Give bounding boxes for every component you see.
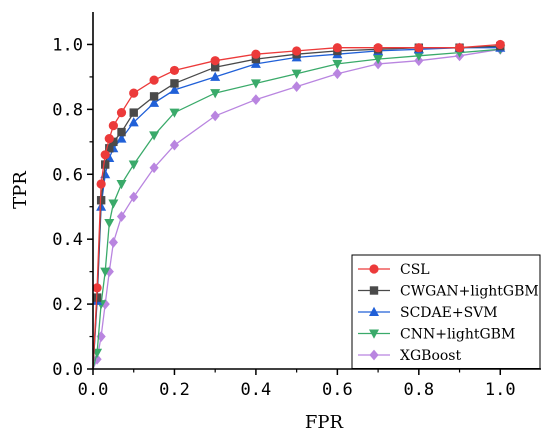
legend-marker-xgboost — [369, 349, 379, 361]
data-point-csl — [169, 65, 180, 76]
y-tick-label: 0.2 — [52, 295, 83, 315]
y-tick-label: 0.0 — [52, 360, 83, 380]
data-point-cwgan-lightgbm — [170, 79, 179, 88]
legend-marker-scdae-svm — [369, 306, 379, 316]
data-point-csl — [116, 108, 127, 118]
data-point-cwgan-lightgbm — [96, 196, 106, 205]
data-point-scdae-svm — [116, 133, 127, 143]
series-line-scdae-svm — [92, 47, 501, 370]
data-point-xgboost — [251, 94, 261, 106]
data-point-csl — [108, 120, 118, 131]
data-point-xgboost — [210, 110, 220, 122]
data-point-cnn-lightgbm — [128, 160, 139, 170]
data-point-cwgan-lightgbm — [210, 62, 220, 72]
legend-marker-cwgan-lightgbm — [369, 286, 379, 295]
series-line-csl — [92, 43, 501, 370]
y-tick-label: 1.0 — [52, 35, 83, 55]
data-point-csl — [129, 88, 139, 98]
data-point-csl — [373, 43, 383, 53]
data-point-scdae-svm — [169, 84, 180, 94]
y-tick-label: 0.8 — [52, 100, 83, 120]
data-point-cnn-lightgbm — [108, 199, 119, 209]
legend-item-cnn-lightgbm: CNN+lightGBM — [358, 327, 515, 343]
y-axis-label: TPR — [10, 171, 31, 209]
data-point-csl — [104, 133, 114, 144]
data-point-csl — [495, 39, 505, 50]
data-point-cnn-lightgbm — [100, 267, 111, 277]
x-tick-label: 0.0 — [78, 380, 109, 400]
data-point-cnn-lightgbm — [169, 108, 180, 118]
data-point-cwgan-lightgbm — [251, 54, 261, 64]
x-axis-label: FPR — [305, 412, 344, 433]
data-point-cwgan-lightgbm — [149, 92, 159, 101]
data-point-scdae-svm — [250, 58, 261, 68]
legend-label-xgboost: XGBoost — [400, 348, 461, 364]
data-point-cwgan-lightgbm — [129, 108, 138, 117]
legend-marker-cnn-lightgbm — [369, 329, 379, 339]
legend-item-xgboost: XGBoost — [358, 348, 461, 364]
data-point-cnn-lightgbm — [104, 218, 115, 229]
legend-item-csl: CSL — [358, 262, 430, 278]
data-point-scdae-svm — [128, 117, 139, 127]
axes-layer: 0.0 0.2 0.4 0.6 0.8 1.0 0.0 0.2 0.4 0.6 0.8 1.0 — [52, 12, 541, 400]
x-tick-label: 0.6 — [322, 380, 353, 400]
data-point-cnn-lightgbm — [413, 51, 424, 62]
data-point-xgboost — [169, 139, 180, 151]
legend-marker-csl — [369, 264, 379, 274]
data-point-xgboost — [149, 162, 159, 174]
legend-label-scdae-svm: SCDAE+SVM — [400, 305, 498, 321]
legend-label-cnn-lightgbm: CNN+lightGBM — [400, 327, 515, 343]
data-point-csl — [454, 43, 465, 53]
data-point-cwgan-lightgbm — [105, 144, 114, 153]
data-point-csl — [332, 43, 342, 53]
x-tick-label: 0.4 — [241, 380, 272, 400]
series-line-cnn-lightgbm — [92, 48, 501, 370]
series-line-xgboost — [92, 48, 501, 370]
data-point-csl — [210, 56, 220, 66]
data-point-cwgan-lightgbm — [109, 137, 118, 147]
x-tick-label: 0.2 — [159, 380, 190, 400]
data-point-scdae-svm — [210, 71, 221, 81]
data-point-xgboost — [129, 191, 139, 203]
data-point-cnn-lightgbm — [116, 180, 127, 190]
legend-box — [351, 254, 541, 369]
legend-label-cwgan-lightgbm: CWGAN+lightGBM — [400, 284, 539, 300]
legend-item-scdae-svm: SCDAE+SVM — [358, 305, 498, 321]
data-point-cnn-lightgbm — [210, 89, 221, 99]
data-point-csl — [414, 43, 424, 53]
legend: CSL CWGAN+lightGBM SCDAE+SVM CNN+lightGBM XG… — [351, 254, 541, 369]
data-point-csl — [96, 179, 106, 189]
y-tick-label: 0.4 — [52, 230, 83, 250]
x-tick-label: 1.0 — [485, 380, 516, 400]
data-point-cnn-lightgbm — [332, 59, 343, 70]
legend-label-csl: CSL — [400, 262, 430, 278]
data-point-csl — [251, 49, 261, 59]
data-point-csl — [149, 75, 159, 85]
series-csl — [92, 39, 505, 370]
y-tick-label: 0.6 — [52, 165, 83, 185]
data-point-cnn-lightgbm — [291, 69, 302, 79]
x-tick-label: 0.8 — [403, 380, 434, 400]
data-point-cwgan-lightgbm — [117, 127, 126, 137]
data-point-xgboost — [116, 211, 127, 222]
data-point-cwgan-lightgbm — [101, 160, 110, 169]
data-point-scdae-svm — [149, 97, 160, 107]
data-point-cnn-lightgbm — [250, 79, 261, 89]
data-point-xgboost — [108, 237, 118, 248]
data-point-xgboost — [292, 81, 302, 93]
series-layer — [92, 39, 506, 370]
legend-item-cwgan-lightgbm: CWGAN+lightGBM — [358, 284, 539, 300]
data-point-csl — [100, 150, 110, 160]
data-point-cnn-lightgbm — [149, 131, 160, 141]
series-line-cwgan-lightgbm — [92, 45, 501, 370]
data-point-csl — [292, 46, 302, 56]
data-point-cnn-lightgbm — [373, 55, 384, 65]
data-point-csl — [92, 283, 102, 293]
data-point-xgboost — [332, 68, 342, 80]
